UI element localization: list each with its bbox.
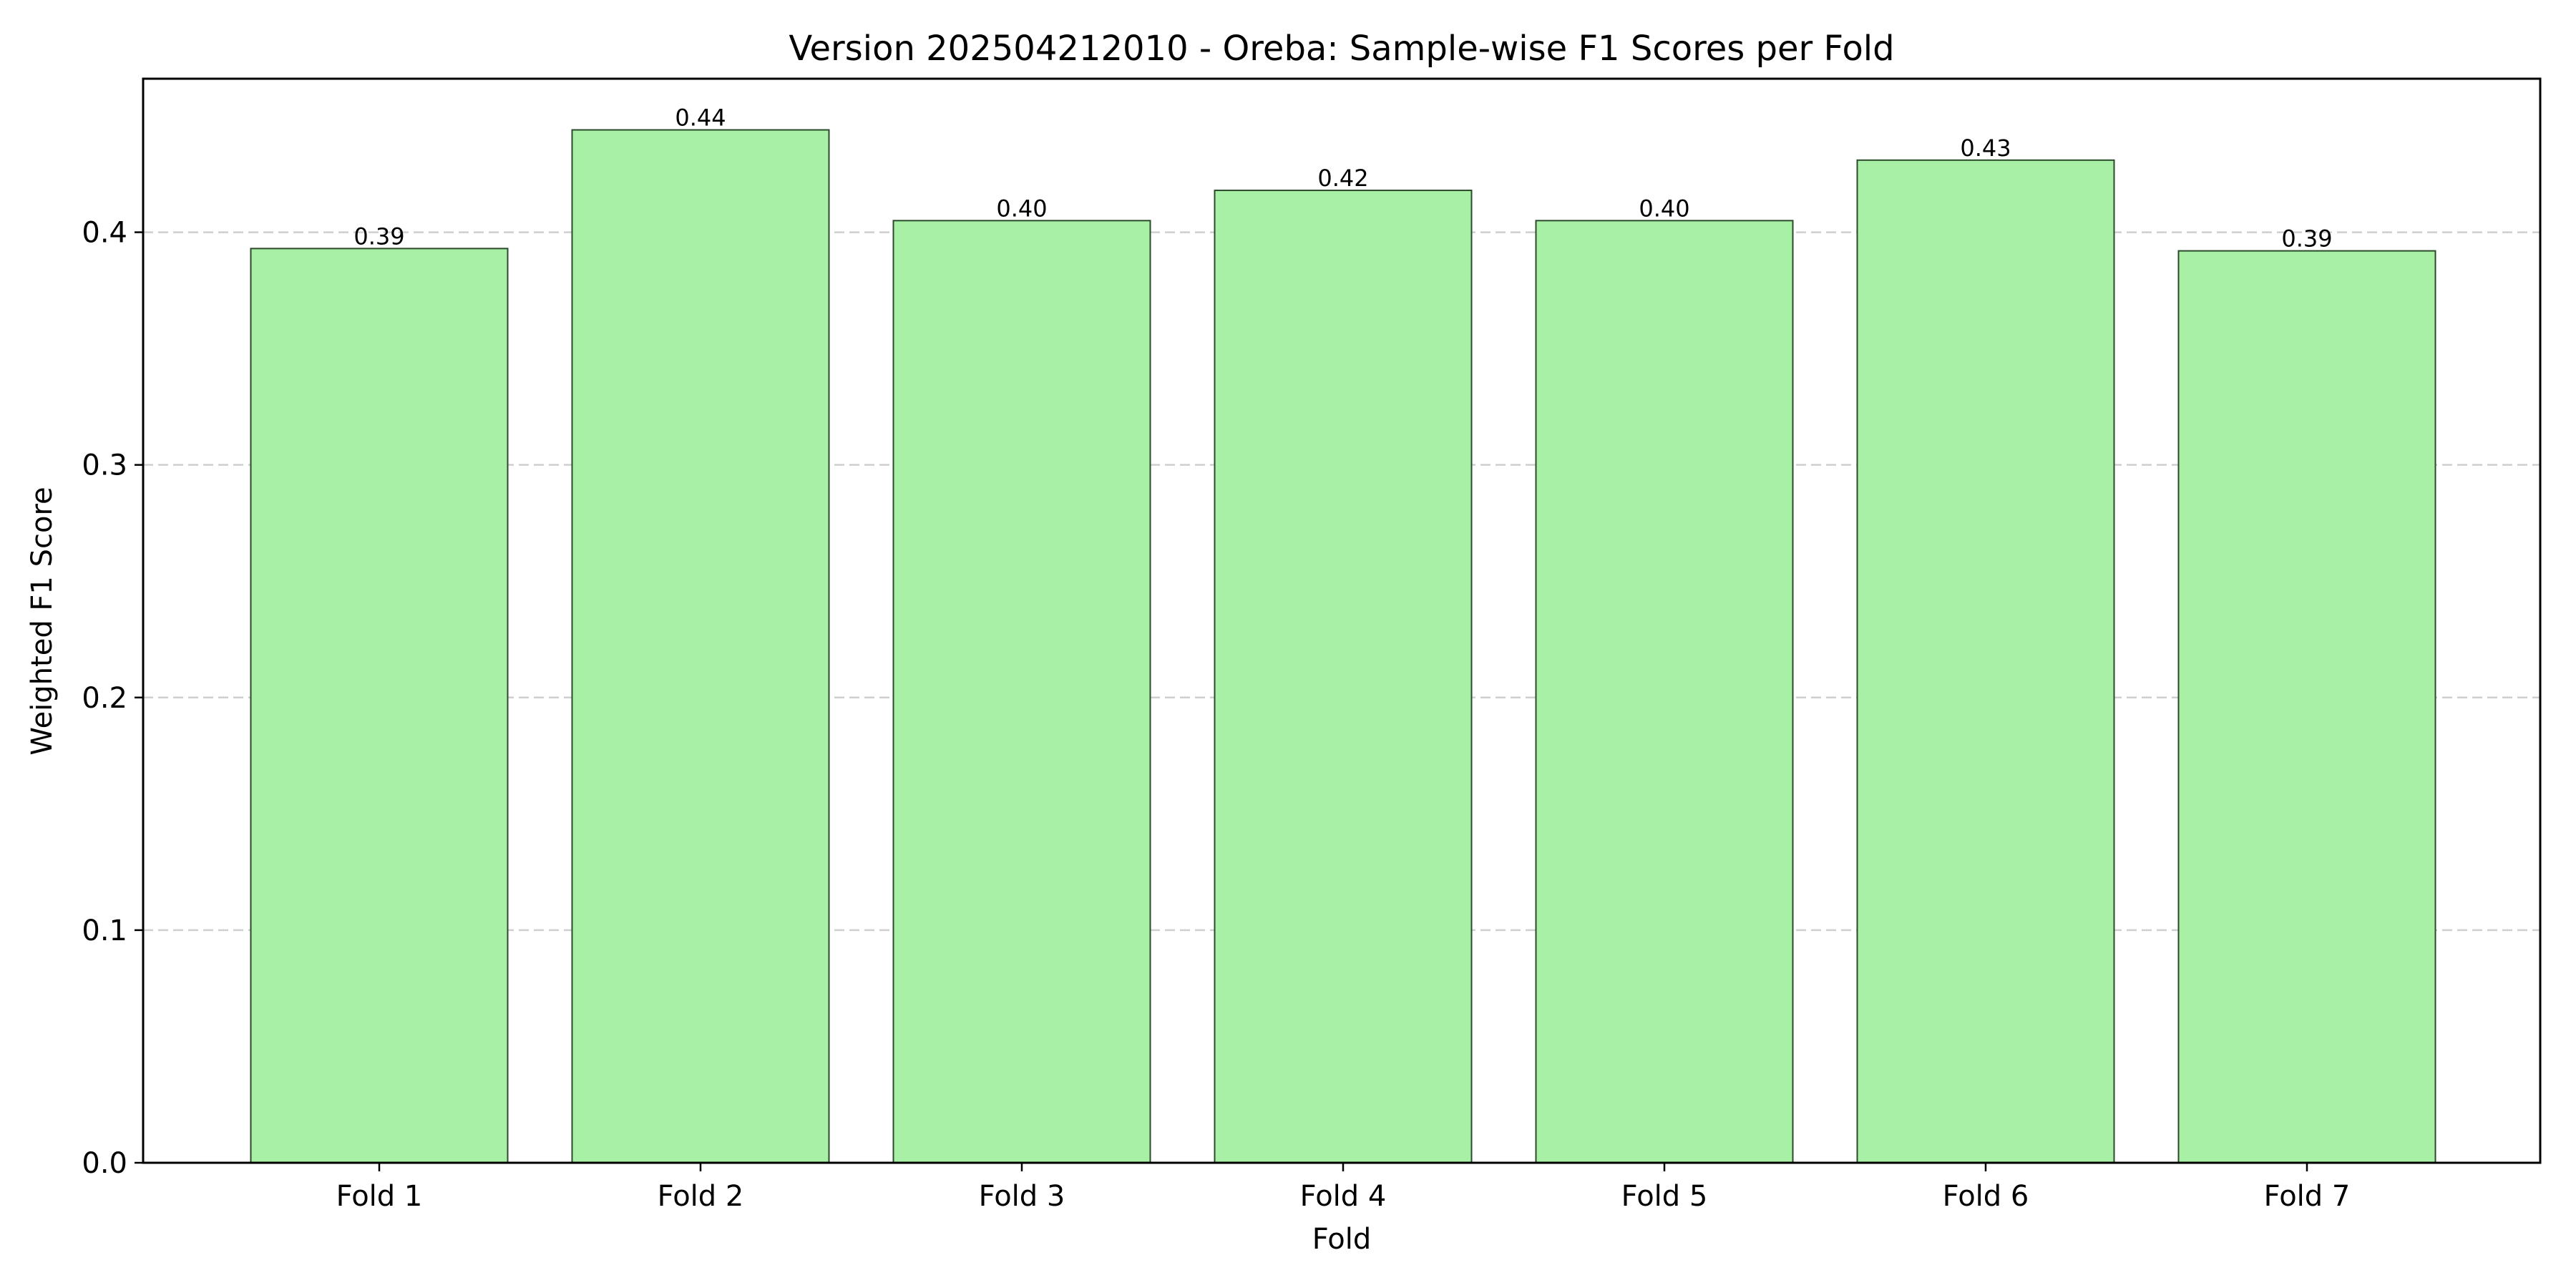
x-tick-label: Fold 5 [1621, 1180, 1708, 1213]
y-tick-label: 0.2 [82, 682, 127, 715]
bar-value-label: 0.39 [2281, 225, 2332, 253]
y-axis-label: Weighted F1 Score [26, 487, 59, 755]
bar-value-label: 0.40 [996, 195, 1047, 222]
x-tick-label: Fold 4 [1300, 1180, 1387, 1213]
y-axis-ticks: 0.0 0.1 0.2 0.3 0.4 [82, 217, 143, 1180]
bar-value-label: 0.44 [675, 104, 726, 132]
x-tick-label: Fold 6 [1943, 1180, 2029, 1213]
plot-frame [142, 77, 2542, 1164]
bar-value-label: 0.42 [1317, 165, 1368, 192]
bar [892, 220, 1151, 1164]
x-tick-label: Fold 2 [658, 1180, 744, 1213]
y-tick-label: 0.1 [82, 914, 127, 947]
bar-value-label: 0.40 [1639, 195, 1689, 222]
x-tick-label: Fold 1 [336, 1180, 423, 1213]
x-axis-ticks: Fold 1 Fold 2 Fold 3 Fold 4 Fold 5 Fold 6 Fold… [336, 1163, 2351, 1213]
bar-value-label: 0.43 [1960, 135, 2011, 162]
grid-lines [143, 231, 2540, 932]
bar [571, 129, 830, 1164]
bars [250, 129, 2436, 1164]
y-tick-label: 0.3 [82, 449, 127, 482]
y-tick-label: 0.0 [82, 1147, 127, 1180]
x-tick-label: Fold 3 [979, 1180, 1065, 1213]
x-tick-label: Fold 7 [2264, 1180, 2351, 1213]
bar [1214, 190, 1473, 1163]
bar [1856, 159, 2115, 1163]
bar [1535, 220, 1794, 1164]
data-labels: 0.39 0.44 0.40 0.42 0.40 0.43 0.39 [353, 104, 2332, 253]
bar-value-label: 0.39 [353, 223, 404, 250]
chart-title: Version 202504212010 - Oreba: Sample-wis… [789, 29, 1894, 69]
bar [250, 248, 509, 1163]
y-tick-label: 0.4 [82, 217, 127, 250]
bar [2177, 250, 2436, 1164]
x-axis-label: Fold [1312, 1223, 1372, 1256]
